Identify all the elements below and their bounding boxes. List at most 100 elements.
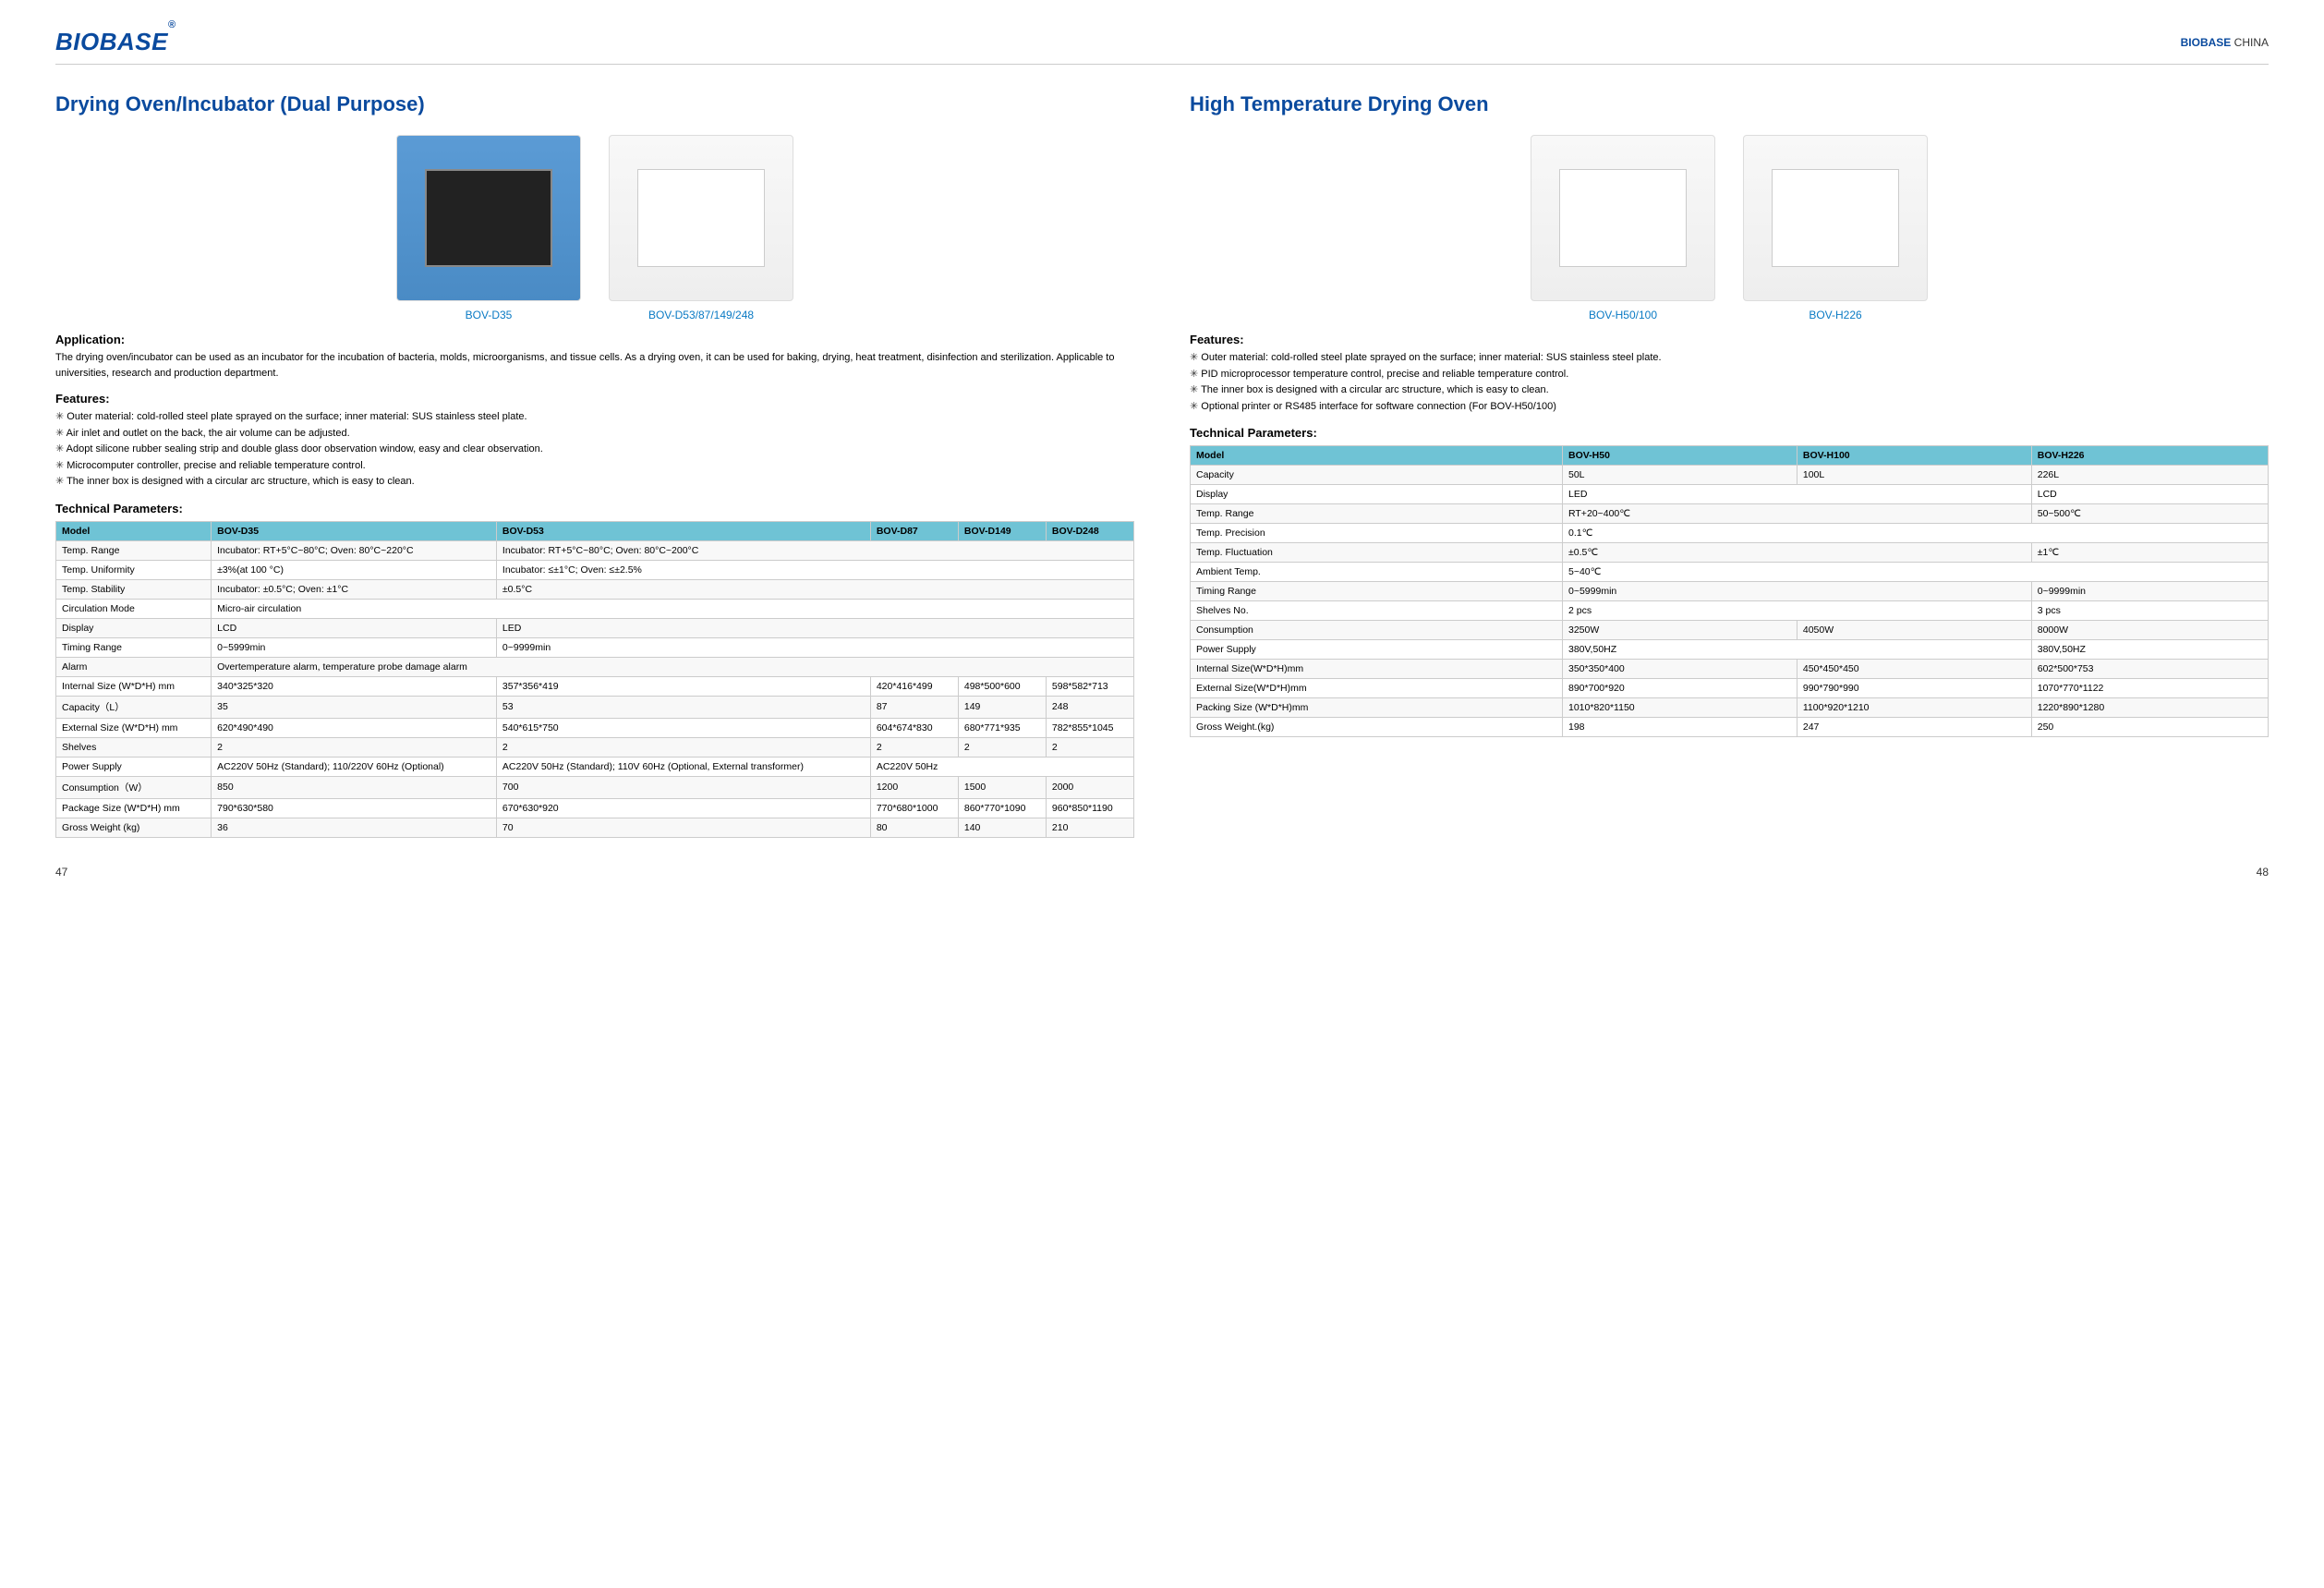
table-row: External Size (W*D*H) mm620*490*490540*6… — [56, 718, 1134, 737]
table-row: Consumption（W）850700120015002000 — [56, 776, 1134, 798]
application-text: The drying oven/incubator can be used as… — [55, 350, 1134, 381]
table-row: Ambient Temp.5~40℃ — [1191, 563, 2269, 582]
table-cell: Package Size (W*D*H) mm — [56, 798, 212, 818]
page-footer: 47 48 — [55, 866, 2269, 879]
feature-item: Outer material: cold-rolled steel plate … — [1190, 350, 2269, 367]
table-cell: 680*771*935 — [958, 718, 1046, 737]
table-cell: 5~40℃ — [1563, 563, 2269, 582]
table-cell: 0~9999min — [2031, 582, 2268, 601]
table-header: Model — [56, 521, 212, 540]
table-cell: Micro-air circulation — [212, 599, 1134, 618]
table-cell: 850 — [212, 776, 497, 798]
table-cell: 2 — [958, 737, 1046, 757]
feature-item: Air inlet and outlet on the back, the ai… — [55, 426, 1134, 442]
table-row: Shelves22222 — [56, 737, 1134, 757]
left-features-label: Features: — [55, 392, 1134, 406]
page-body: Drying Oven/Incubator (Dual Purpose) BOV… — [55, 92, 2269, 838]
table-cell: 0~5999min — [1563, 582, 2032, 601]
table-cell: 1200 — [870, 776, 958, 798]
feature-item: The inner box is designed with a circula… — [1190, 382, 2269, 399]
table-cell: 602*500*753 — [2031, 660, 2268, 679]
table-row: Gross Weight.(kg)198247250 — [1191, 718, 2269, 737]
table-header: Model — [1191, 446, 1563, 466]
table-cell: Incubator: ≤±1°C; Oven: ≤±2.5% — [496, 560, 1133, 579]
right-table: ModelBOV-H50BOV-H100BOV-H226Capacity50L1… — [1190, 445, 2269, 737]
table-cell: 0~5999min — [212, 637, 497, 657]
table-cell: ±1℃ — [2031, 543, 2268, 563]
table-row: Timing Range0~5999min0~9999min — [1191, 582, 2269, 601]
product-caption: BOV-D53/87/149/248 — [609, 309, 793, 321]
right-params-label: Technical Parameters: — [1190, 426, 2269, 440]
feature-item: Outer material: cold-rolled steel plate … — [55, 409, 1134, 426]
table-row: Internal Size(W*D*H)mm350*350*400450*450… — [1191, 660, 2269, 679]
product-placeholder — [396, 135, 581, 301]
table-cell: 2 — [1046, 737, 1133, 757]
table-row: Temp. RangeRT+20~400℃50~500℃ — [1191, 504, 2269, 524]
table-cell: 1220*890*1280 — [2031, 698, 2268, 718]
table-row: Temp. StabilityIncubator: ±0.5°C; Oven: … — [56, 579, 1134, 599]
table-cell: Consumption（W） — [56, 776, 212, 798]
table-cell: 1010*820*1150 — [1563, 698, 1797, 718]
table-cell: AC220V 50Hz (Standard); 110V 60Hz (Optio… — [496, 757, 870, 776]
table-header: BOV-D248 — [1046, 521, 1133, 540]
table-cell: 380V,50HZ — [1563, 640, 2032, 660]
right-images: BOV-H50/100 BOV-H226 — [1190, 135, 2269, 321]
table-cell: 450*450*450 — [1797, 660, 2031, 679]
table-cell: Gross Weight.(kg) — [1191, 718, 1563, 737]
table-cell: 598*582*713 — [1046, 676, 1133, 696]
table-cell: 4050W — [1797, 621, 2031, 640]
product-caption: BOV-H226 — [1743, 309, 1928, 321]
table-header: BOV-D87 — [870, 521, 958, 540]
table-cell: 210 — [1046, 818, 1133, 837]
table-cell: 670*630*920 — [496, 798, 870, 818]
product-caption: BOV-H50/100 — [1531, 309, 1715, 321]
table-cell: 2 — [496, 737, 870, 757]
table-cell: Shelves — [56, 737, 212, 757]
table-cell: LED — [496, 618, 1133, 637]
table-row: Capacity（L）355387149248 — [56, 696, 1134, 718]
table-cell: ±0.5°C — [496, 579, 1133, 599]
table-cell: Temp. Uniformity — [56, 560, 212, 579]
feature-item: Optional printer or RS485 interface for … — [1190, 399, 2269, 416]
table-cell: 8000W — [2031, 621, 2268, 640]
table-row: Gross Weight (kg)367080140210 — [56, 818, 1134, 837]
table-cell: 1500 — [958, 776, 1046, 798]
table-cell: Timing Range — [1191, 582, 1563, 601]
table-cell: 782*855*1045 — [1046, 718, 1133, 737]
table-cell: ±3%(at 100 °C) — [212, 560, 497, 579]
table-cell: 2 — [212, 737, 497, 757]
table-cell: Shelves No. — [1191, 601, 1563, 621]
page-number-left: 47 — [55, 866, 67, 879]
table-row: Packing Size (W*D*H)mm1010*820*11501100*… — [1191, 698, 2269, 718]
table-cell: Alarm — [56, 657, 212, 676]
table-header: BOV-D53 — [496, 521, 870, 540]
table-cell: Incubator: RT+5°C~80°C; Oven: 80°C~200°C — [496, 540, 1133, 560]
table-cell: Ambient Temp. — [1191, 563, 1563, 582]
table-cell: 960*850*1190 — [1046, 798, 1133, 818]
table-cell: 770*680*1000 — [870, 798, 958, 818]
product-image-item: BOV-D35 — [396, 135, 581, 321]
table-cell: External Size (W*D*H) mm — [56, 718, 212, 737]
table-cell: 1100*920*1210 — [1797, 698, 2031, 718]
left-table: ModelBOV-D35BOV-D53BOV-D87BOV-D149BOV-D2… — [55, 521, 1134, 838]
feature-item: Adopt silicone rubber sealing strip and … — [55, 442, 1134, 458]
table-cell: 420*416*499 — [870, 676, 958, 696]
table-cell: 700 — [496, 776, 870, 798]
table-cell: Packing Size (W*D*H)mm — [1191, 698, 1563, 718]
table-cell: ±0.5℃ — [1563, 543, 2032, 563]
table-cell: 0~9999min — [496, 637, 1133, 657]
left-images: BOV-D35 BOV-D53/87/149/248 — [55, 135, 1134, 321]
table-cell: Internal Size (W*D*H) mm — [56, 676, 212, 696]
table-row: Temp. Fluctuation±0.5℃±1℃ — [1191, 543, 2269, 563]
table-cell: 226L — [2031, 466, 2268, 485]
table-cell: AC220V 50Hz — [870, 757, 1133, 776]
left-column: Drying Oven/Incubator (Dual Purpose) BOV… — [55, 92, 1134, 838]
table-cell: 2 pcs — [1563, 601, 2032, 621]
table-row: Circulation ModeMicro-air circulation — [56, 599, 1134, 618]
table-cell: 140 — [958, 818, 1046, 837]
table-cell: Gross Weight (kg) — [56, 818, 212, 837]
table-cell: AC220V 50Hz (Standard); 110/220V 60Hz (O… — [212, 757, 497, 776]
table-cell: LCD — [212, 618, 497, 637]
table-cell: Temp. Fluctuation — [1191, 543, 1563, 563]
table-cell: 540*615*750 — [496, 718, 870, 737]
